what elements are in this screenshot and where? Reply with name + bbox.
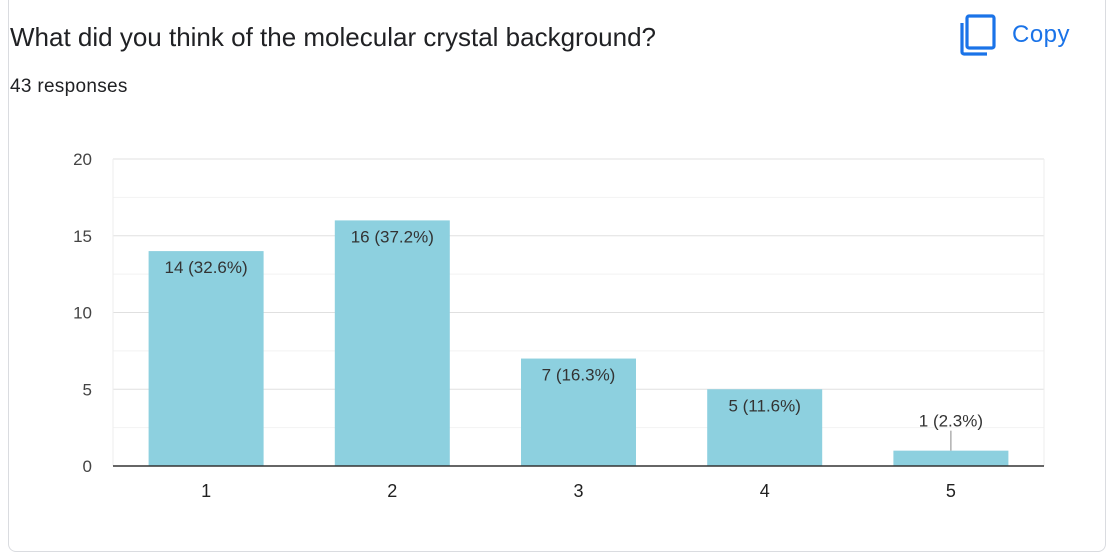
y-tick-label: 5 (83, 380, 92, 399)
bar-data-label: 16 (37.2%) (351, 227, 434, 246)
bars: 14 (32.6%) 16 (37.2%) 7 (16.3%) 5 (11.6%) 1 … (148, 220, 1009, 466)
bar-data-label: 14 (32.6%) (165, 258, 248, 277)
x-tick-label: 2 (387, 481, 397, 501)
x-axis-ticks: 1 2 3 4 5 (201, 481, 956, 501)
gridlines (112, 158, 1045, 466)
y-tick-label: 20 (73, 150, 92, 169)
y-axis-ticks: 0 5 10 15 20 (73, 150, 92, 476)
x-tick-label: 5 (946, 481, 956, 501)
copy-label: Copy (1012, 21, 1071, 48)
bar-data-label: 7 (16.3%) (542, 366, 616, 385)
bar-data-label: 5 (11.6%) (728, 396, 800, 415)
bar[interactable] (334, 220, 450, 466)
bar[interactable] (521, 358, 636, 466)
response-count: 43 responses (10, 76, 128, 97)
question-title: What did you think of the molecular crys… (10, 22, 657, 52)
copy-button[interactable]: Copy (960, 12, 1090, 58)
x-tick-label: 1 (201, 481, 211, 501)
x-tick-label: 4 (760, 481, 770, 501)
bar[interactable] (893, 450, 1009, 466)
y-tick-label: 10 (73, 304, 92, 323)
x-tick-label: 3 (573, 481, 583, 501)
bar-data-label: 1 (2.3%) (919, 412, 983, 431)
copy-icon (960, 14, 996, 56)
y-tick-label: 0 (83, 457, 92, 476)
bar[interactable] (148, 251, 264, 466)
bar[interactable] (707, 389, 823, 466)
y-tick-label: 15 (73, 227, 92, 246)
